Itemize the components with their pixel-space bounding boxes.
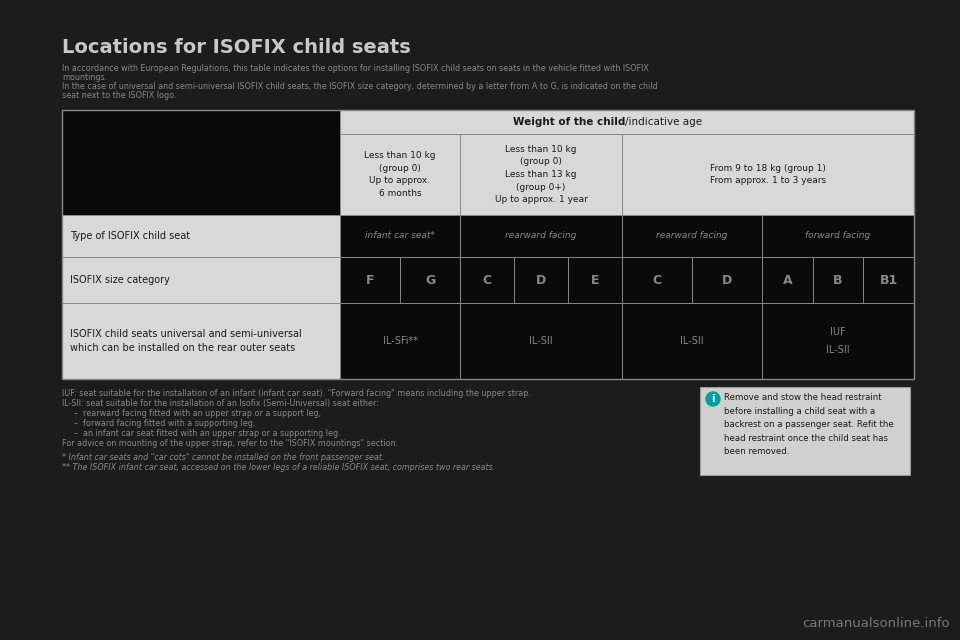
Bar <box>622 215 762 257</box>
Text: B1: B1 <box>879 273 898 287</box>
Bar <box>340 257 400 303</box>
Bar <box>863 257 914 303</box>
Bar <box>62 257 340 303</box>
Text: ISOFIX size category: ISOFIX size category <box>70 275 170 285</box>
Text: IL-SII: seat suitable for the installation of an Isofix (Semi-Universal) seat ei: IL-SII: seat suitable for the installati… <box>62 399 379 408</box>
Bar <box>460 134 622 215</box>
Text: Weight of the child: Weight of the child <box>513 117 625 127</box>
Text: –  forward facing fitted with a supporting leg,: – forward facing fitted with a supportin… <box>74 419 255 428</box>
Text: rearward facing: rearward facing <box>657 232 728 241</box>
Bar <box>700 387 910 475</box>
Text: infant car seat*: infant car seat* <box>365 232 435 241</box>
Text: carmanualsonline.info: carmanualsonline.info <box>803 617 950 630</box>
Text: IL-SII: IL-SII <box>529 336 553 346</box>
Bar <box>514 257 568 303</box>
Text: D: D <box>722 273 732 287</box>
Bar <box>340 215 460 257</box>
Text: C: C <box>483 273 492 287</box>
Text: –  an infant car seat fitted with an upper strap or a supporting leg.: – an infant car seat fitted with an uppe… <box>74 429 341 438</box>
Bar <box>622 134 914 215</box>
Bar <box>400 257 460 303</box>
Text: seat next to the ISOFIX logo.: seat next to the ISOFIX logo. <box>62 91 177 100</box>
Bar <box>340 110 914 134</box>
Bar <box>692 257 762 303</box>
Bar <box>340 303 460 379</box>
Circle shape <box>706 392 720 406</box>
Text: A: A <box>782 273 792 287</box>
Text: For advice on mounting of the upper strap, refer to the "ISOFIX mountings" secti: For advice on mounting of the upper stra… <box>62 439 398 448</box>
Text: IL-SFi**: IL-SFi** <box>382 336 418 346</box>
Text: ** The ISOFIX infant car seat, accessed on the lower legs of a reliable ISOFIX s: ** The ISOFIX infant car seat, accessed … <box>62 463 495 472</box>
Text: –  rearward facing fitted with an upper strap or a support leg,: – rearward facing fitted with an upper s… <box>74 409 321 418</box>
Bar <box>460 257 514 303</box>
Text: IL-SII: IL-SII <box>681 336 704 346</box>
Bar <box>340 134 460 215</box>
Bar <box>62 303 340 379</box>
Bar <box>62 110 340 215</box>
Text: Remove and stow the head restraint
before installing a child seat with a
backres: Remove and stow the head restraint befor… <box>724 393 894 456</box>
Text: In the case of universal and semi-universal ISOFIX child seats, the ISOFIX size : In the case of universal and semi-univer… <box>62 82 658 91</box>
Text: IL-SII: IL-SII <box>827 345 850 355</box>
Bar <box>622 303 762 379</box>
Text: Locations for ISOFIX child seats: Locations for ISOFIX child seats <box>62 38 411 57</box>
Bar <box>762 303 914 379</box>
Text: B: B <box>833 273 843 287</box>
Text: Type of ISOFIX child seat: Type of ISOFIX child seat <box>70 231 190 241</box>
Text: mountings.: mountings. <box>62 73 108 82</box>
Text: forward facing: forward facing <box>805 232 871 241</box>
Text: Less than 10 kg
(group 0)
Up to approx.
6 months: Less than 10 kg (group 0) Up to approx. … <box>364 151 436 198</box>
Text: E: E <box>590 273 599 287</box>
Text: * Infant car seats and "car cots" cannot be installed on the front passenger sea: * Infant car seats and "car cots" cannot… <box>62 453 384 462</box>
Text: IUF: IUF <box>830 327 846 337</box>
Text: /indicative age: /indicative age <box>625 117 702 127</box>
Bar <box>460 303 622 379</box>
Bar <box>762 257 813 303</box>
Bar <box>762 215 914 257</box>
Text: ISOFIX child seats universal and semi-universal
which can be installed on the re: ISOFIX child seats universal and semi-un… <box>70 328 301 353</box>
Text: rearward facing: rearward facing <box>505 232 577 241</box>
Bar <box>62 215 340 257</box>
Text: G: G <box>425 273 435 287</box>
Bar <box>622 257 692 303</box>
Bar <box>813 257 863 303</box>
Text: IUF: seat suitable for the installation of an infant (infant car seat). "Forward: IUF: seat suitable for the installation … <box>62 389 531 398</box>
Text: In accordance with European Regulations, this table indicates the options for in: In accordance with European Regulations,… <box>62 64 649 73</box>
Bar <box>460 215 622 257</box>
Text: Less than 10 kg
(group 0)
Less than 13 kg
(group 0+)
Up to approx. 1 year: Less than 10 kg (group 0) Less than 13 k… <box>494 145 588 204</box>
Text: From 9 to 18 kg (group 1)
From approx. 1 to 3 years: From 9 to 18 kg (group 1) From approx. 1… <box>710 164 826 185</box>
Text: D: D <box>536 273 546 287</box>
Bar <box>568 257 622 303</box>
Text: F: F <box>366 273 374 287</box>
Bar <box>62 110 914 379</box>
Text: i: i <box>711 394 715 404</box>
Text: C: C <box>653 273 661 287</box>
